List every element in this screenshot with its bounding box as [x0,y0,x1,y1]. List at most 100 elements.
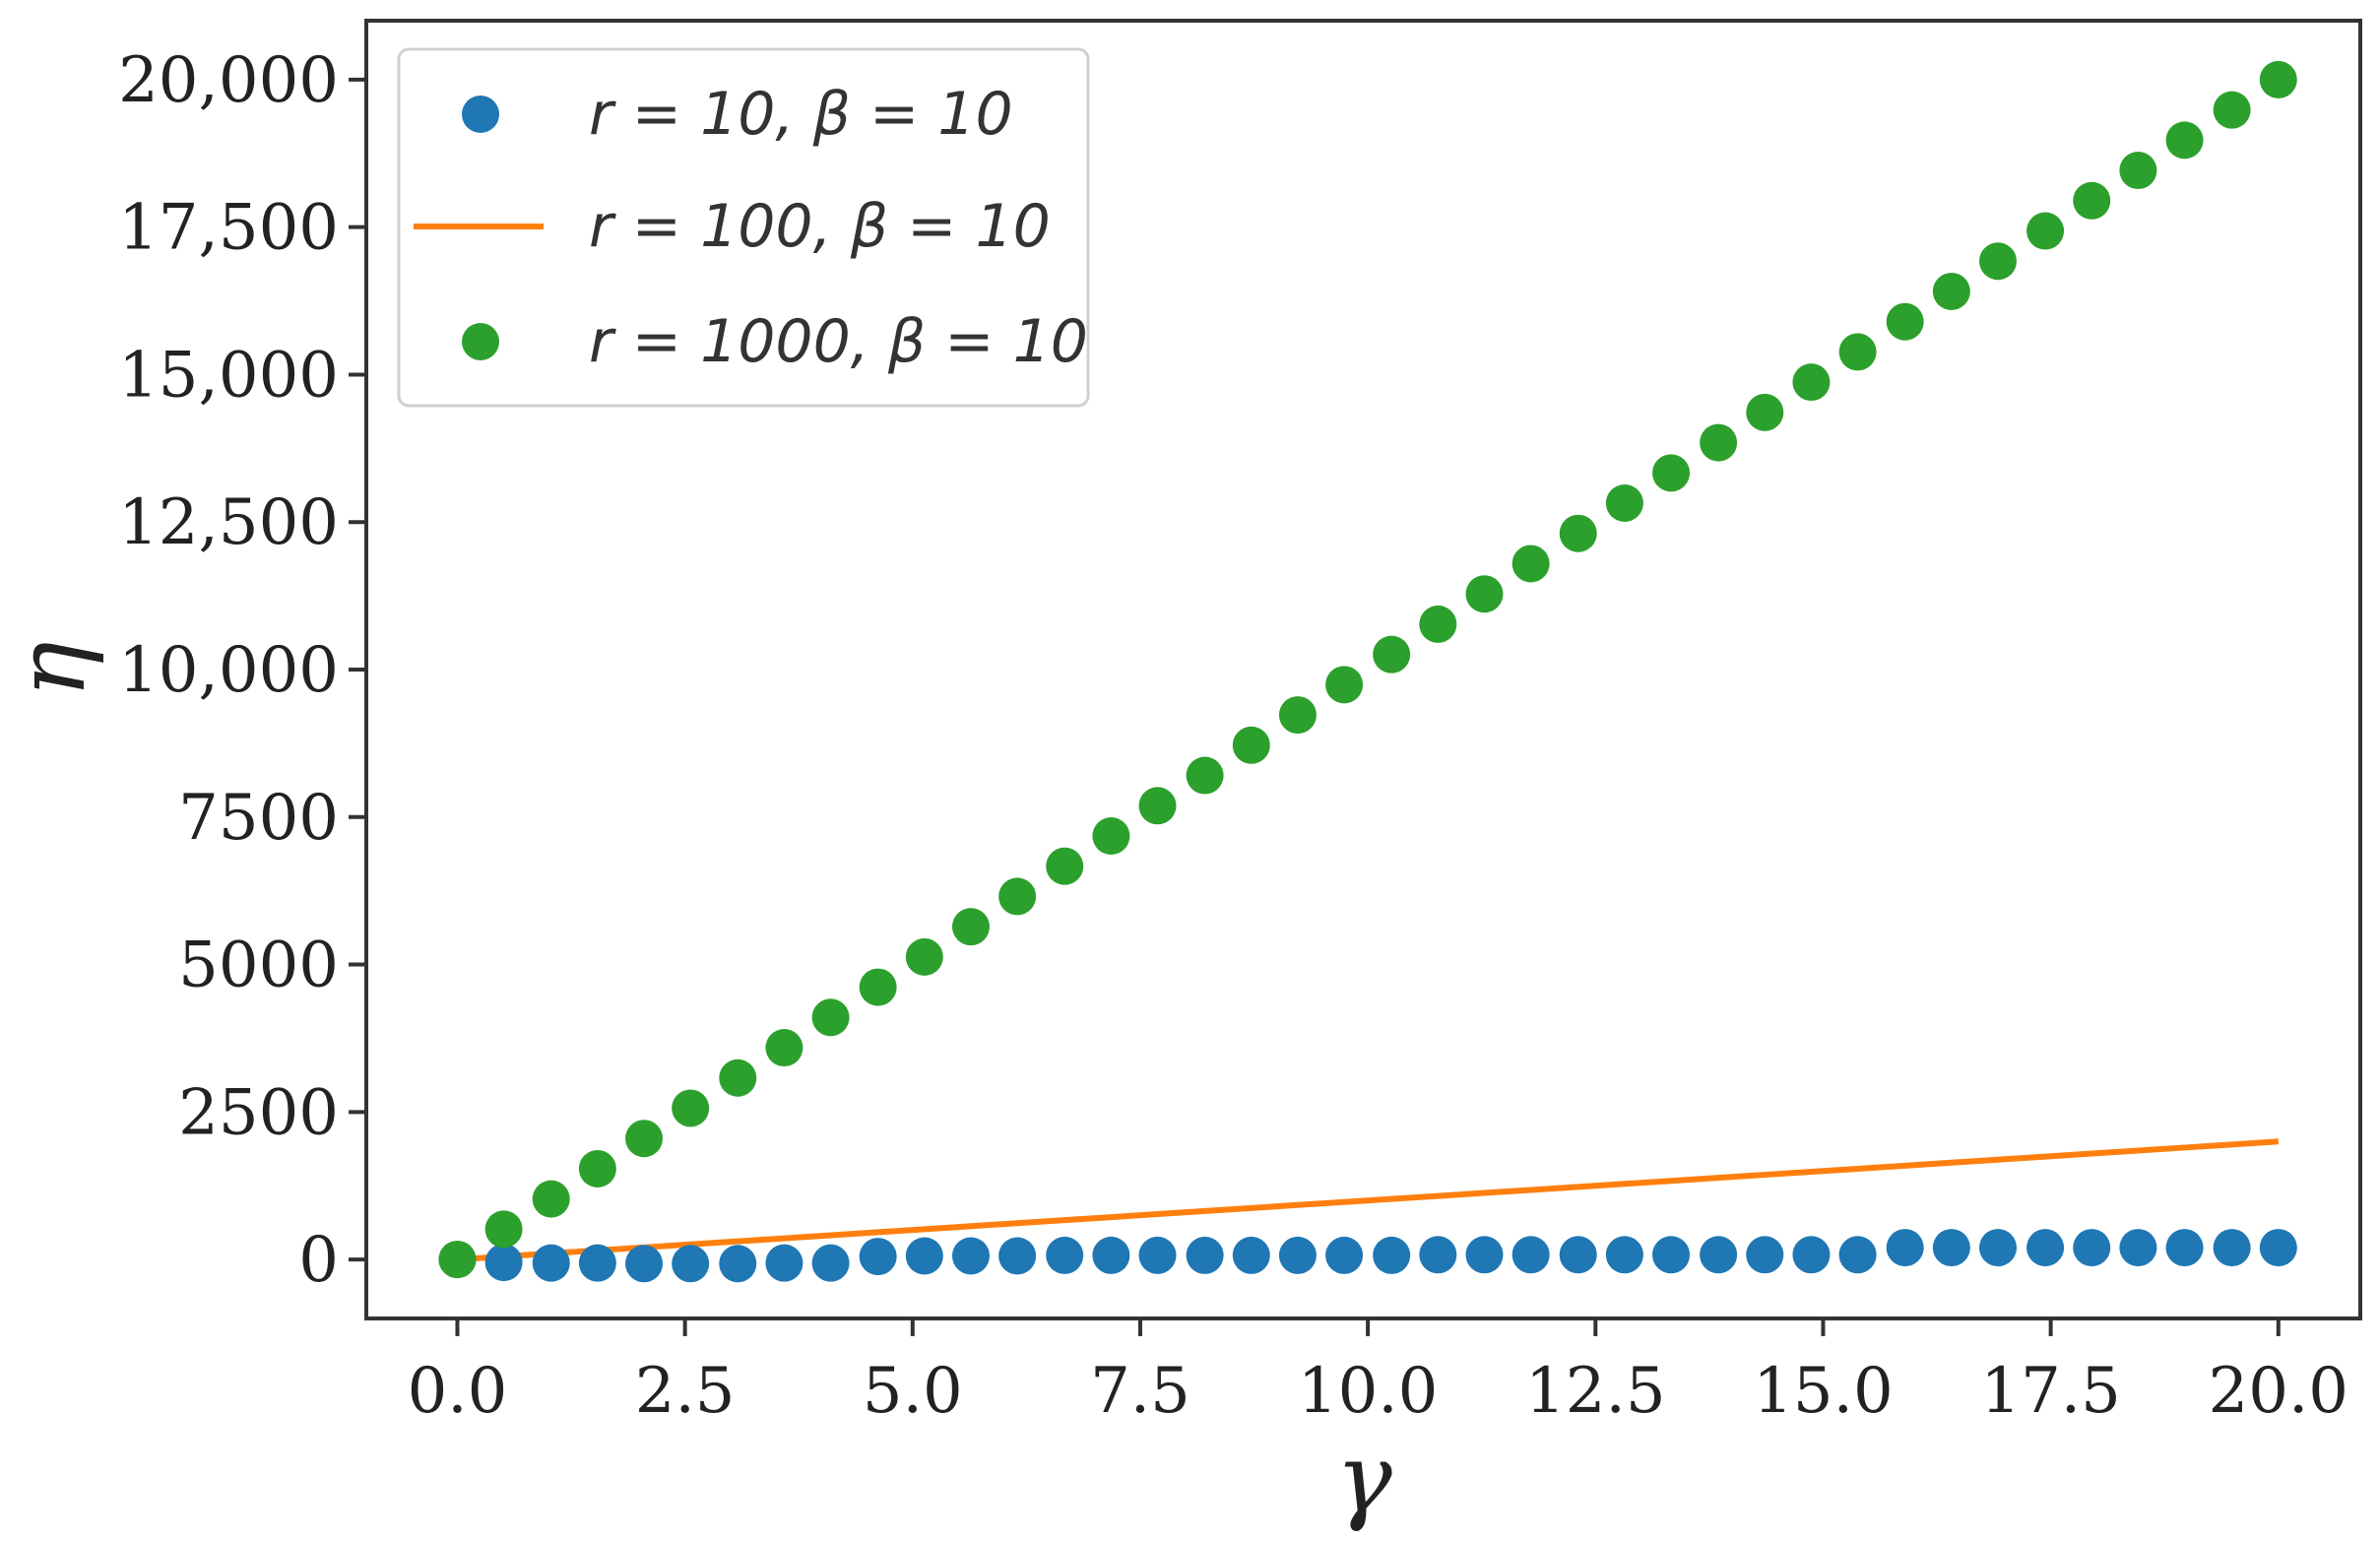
series-3-point [1652,454,1691,492]
x-axis-label: γ [1335,1424,1392,1534]
series-3 [438,60,2297,1279]
series-3-point [2119,152,2157,190]
series-1-point [672,1245,710,1283]
series-1-point [1605,1236,1643,1274]
series-3-point [1792,363,1831,402]
series-3-point [765,1029,804,1067]
y-tick-label: 20,000 [118,44,339,117]
series-3-point [1046,847,1084,885]
series-1-point [765,1244,804,1282]
x-tick-label: 5.0 [863,1355,963,1428]
series-1-point [2119,1229,2157,1267]
x-tick-label: 15.0 [1753,1355,1894,1428]
series-3-point [1138,787,1177,825]
series-1-point [578,1244,616,1282]
series-3-point [2026,212,2065,250]
series-1-point [1138,1236,1177,1274]
y-tick-label: 7500 [178,782,339,855]
series-3-point [1092,817,1130,856]
series-3-point [1278,696,1317,735]
series-3-point [1700,423,1738,462]
series-1-point [1092,1236,1130,1274]
series-1-point [1512,1236,1550,1274]
series-1-point [1746,1236,1784,1274]
y-tick-label: 15,000 [118,339,339,412]
y-axis-ticks: 0 2500 5000 7500 10,000 12,500 15,000 17,500 20,… [118,44,366,1297]
y-axis-label: η [0,641,106,698]
series-1-point [2073,1229,2111,1267]
series-1-point [1932,1229,1970,1267]
series-3-point [719,1059,757,1097]
x-tick-label: 20.0 [2209,1355,2349,1428]
x-tick-label: 0.0 [408,1355,508,1428]
series-3-point [1886,302,1924,341]
series-2-line [457,1138,2279,1263]
x-tick-label: 17.5 [1980,1355,2121,1428]
series-3-point [1465,575,1504,613]
y-tick-label: 0 [298,1224,339,1297]
series-3-point [438,1241,477,1279]
axes-frame [364,19,2362,1320]
series-1-point [1559,1236,1597,1274]
series-1-point [1278,1236,1317,1274]
series-3-point [859,968,897,1006]
series-1-point [1186,1236,1224,1274]
series-3-point [578,1149,616,1188]
series-3-point [1559,514,1597,552]
legend-box [397,47,1090,408]
series-1-point [1792,1236,1831,1274]
y-tick-label: 17,500 [118,192,339,265]
series-1-point [1325,1236,1364,1274]
series-3-point [672,1089,710,1127]
series-1-point [1838,1236,1877,1274]
series-1-point [2213,1229,2251,1267]
x-tick-label: 10.0 [1298,1355,1439,1428]
series-1-point [2259,1229,2297,1267]
series-3-point [484,1210,523,1249]
series-1-point [1886,1229,1924,1267]
y-tick-label: 10,000 [118,634,339,707]
series-3-point [2259,60,2297,98]
x-tick-label: 2.5 [635,1355,736,1428]
y-tick-label: 2500 [178,1076,339,1149]
series-3-point [532,1180,570,1218]
series-1-point [951,1237,990,1275]
series-3-point [2073,181,2111,220]
legend-marker-series-3 [462,323,499,360]
legend-marker-series-1 [462,96,499,133]
series-3-point [625,1120,664,1158]
series-1-point [1046,1236,1084,1274]
series-1-point [719,1245,757,1283]
series-1-point [1419,1236,1457,1274]
series-1-point [1978,1229,2017,1267]
series-1-point [625,1245,664,1283]
x-tick-label: 12.5 [1525,1355,1666,1428]
y-tick-label: 12,500 [118,486,339,559]
series-2 [457,1138,2279,1263]
series-1-point [811,1244,850,1282]
series-1-point [484,1244,523,1282]
series-3-point [1325,666,1364,704]
series-1-point [1700,1236,1738,1274]
legend-label-series-3: r = 1000, β = 10 [589,307,1088,376]
series-1-point [859,1238,897,1276]
series-3-point [1838,333,1877,371]
series-1-point [1373,1236,1411,1274]
legend-label-series-2: r = 100, β = 10 [589,192,1051,261]
series-1-point [2165,1229,2204,1267]
legend-label-series-1: r = 10, β = 10 [589,80,1013,149]
series-3-point [998,877,1037,916]
series-3-point [2213,91,2251,129]
series-3-point [1186,756,1224,795]
x-axis-ticks: 0.0 2.5 5.0 7.5 10.0 12.5 15.0 17.5 20.0 [408,1318,2348,1428]
series-1-point [1652,1236,1691,1274]
series-3-point [2165,121,2204,160]
series-1-point [998,1237,1037,1275]
series-1-point [532,1244,570,1282]
series-1-point [1232,1236,1270,1274]
series-3-point [811,998,850,1037]
series-1 [438,1229,2297,1283]
series-3-point [1932,272,1970,310]
series-3-point [1512,545,1550,583]
series-3-point [951,908,990,946]
